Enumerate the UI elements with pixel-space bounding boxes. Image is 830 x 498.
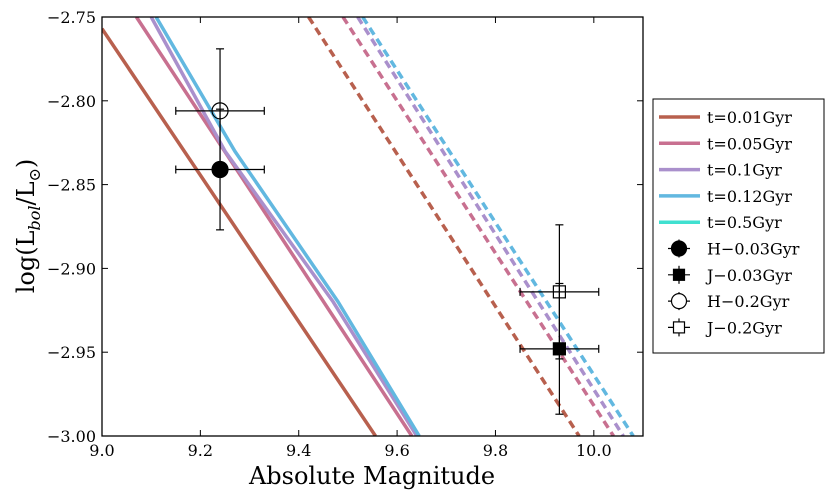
y-tick-label: −3.00 bbox=[47, 427, 96, 446]
legend-label: t=0.5Gyr bbox=[707, 213, 782, 232]
y-axis-title-main: log(L bbox=[12, 230, 40, 293]
x-tick-label: 9.8 bbox=[483, 441, 508, 460]
legend-item-j-0-2gyr: J−0.2Gyr bbox=[668, 318, 782, 337]
series-line-t-0-12gyr-dashed bbox=[361, 17, 635, 436]
series-line-t-0-05gyr-dashed bbox=[341, 17, 615, 436]
data-point-h-0-2gyr bbox=[175, 48, 265, 174]
y-axis-title-mid: /L bbox=[12, 181, 40, 205]
series-line-t-0-1gyr-dashed bbox=[356, 17, 625, 436]
legend-item-t-0-05gyr: t=0.05Gyr bbox=[659, 134, 792, 153]
legend: t=0.01Gyr t=0.05Gyr t=0.1Gyr t=0.12Gyr t=0.5… bbox=[652, 98, 825, 354]
series-line-t-0-1gyr bbox=[149, 17, 419, 436]
series-line-t-0-12gyr bbox=[154, 17, 421, 436]
data-point-j-0-2gyr bbox=[519, 224, 600, 360]
legend-label: t=0.12Gyr bbox=[707, 187, 792, 206]
y-tick-label: −2.90 bbox=[47, 259, 96, 278]
y-tick-label: −2.85 bbox=[47, 176, 96, 195]
legend-item-t-0-01gyr: t=0.01Gyr bbox=[659, 108, 792, 127]
error-points-layer bbox=[175, 48, 600, 415]
y-axis-title-sub-bol: bol bbox=[25, 206, 44, 231]
legend-marker-square bbox=[672, 268, 686, 281]
marker-square bbox=[552, 285, 566, 299]
legend-marker-circle bbox=[670, 240, 688, 257]
series-line-t-0-05gyr bbox=[134, 17, 414, 436]
legend-item-t-0-12gyr: t=0.12Gyr bbox=[659, 187, 792, 206]
legend-item-h-0-2gyr: H−0.2Gyr bbox=[668, 292, 790, 311]
x-tick-label: 10.0 bbox=[576, 441, 612, 460]
legend-label: t=0.1Gyr bbox=[707, 161, 782, 180]
legend-item-j-0-03gyr: J−0.03Gyr bbox=[668, 265, 792, 285]
legend-label: t=0.01Gyr bbox=[707, 108, 792, 127]
x-axis-ticks: 9.0 9.2 9.4 9.6 9.8 10.0 bbox=[89, 17, 612, 460]
y-axis-title-end: ) bbox=[12, 159, 40, 168]
legend-item-t-0-1gyr: t=0.1Gyr bbox=[659, 161, 782, 180]
series-line-t-0-01gyr bbox=[102, 27, 377, 436]
legend-box bbox=[652, 98, 825, 354]
x-tick-label: 9.4 bbox=[286, 441, 311, 460]
legend-marker-circle bbox=[670, 293, 688, 310]
y-axis-ticks: −3.00 −2.95 −2.90 −2.85 −2.80 −2.75 bbox=[47, 8, 643, 446]
x-tick-label: 9.6 bbox=[384, 441, 409, 460]
legend-label: t=0.05Gyr bbox=[707, 134, 792, 153]
y-tick-label: −2.95 bbox=[47, 343, 96, 362]
x-axis-title: Absolute Magnitude bbox=[248, 462, 495, 490]
legend-label: H−0.03Gyr bbox=[707, 240, 800, 259]
marker-circle bbox=[211, 102, 229, 120]
x-tick-label: 9.2 bbox=[188, 441, 213, 460]
plot-frame bbox=[101, 16, 644, 437]
series-line-t-0-01gyr-dashed bbox=[307, 17, 581, 436]
legend-marker-square bbox=[672, 321, 686, 334]
legend-label: J−0.2Gyr bbox=[705, 318, 782, 337]
legend-label: J−0.03Gyr bbox=[705, 266, 792, 285]
legend-item-t-0-5gyr: t=0.5Gyr bbox=[659, 213, 782, 232]
y-axis-title: log(Lbol/L⊙) bbox=[12, 159, 44, 294]
series-layer bbox=[102, 17, 635, 436]
legend-label: H−0.2Gyr bbox=[707, 292, 790, 311]
y-tick-label: −2.75 bbox=[47, 8, 96, 27]
y-tick-label: −2.80 bbox=[47, 92, 96, 111]
x-tick-label: 9.0 bbox=[89, 441, 114, 460]
legend-item-h-0-03gyr: H−0.03Gyr bbox=[668, 239, 800, 259]
y-axis-title-sub-sun: ⊙ bbox=[25, 168, 44, 181]
